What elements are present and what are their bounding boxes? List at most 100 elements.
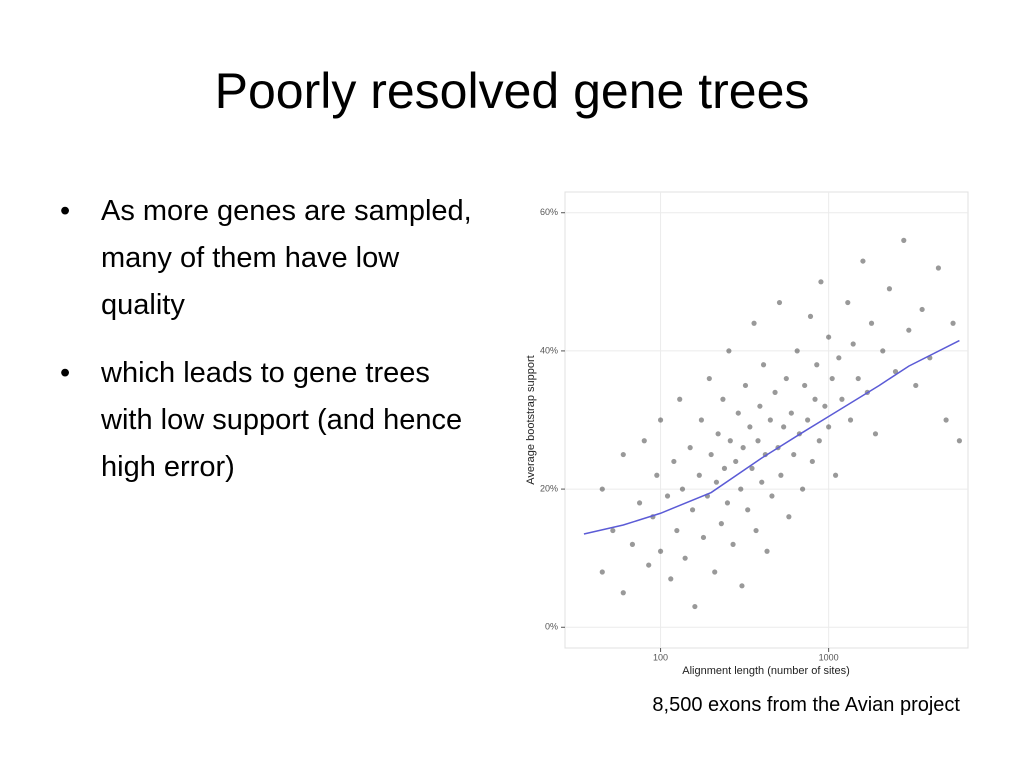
bullet: As more genes are sampled, many of them …: [58, 188, 478, 329]
point: [654, 472, 660, 478]
point: [657, 417, 664, 423]
point: [906, 327, 912, 333]
point: [919, 306, 925, 313]
y-tick-label: 40%: [540, 345, 558, 355]
point: [826, 334, 832, 340]
point: [713, 479, 720, 485]
point: [845, 299, 851, 306]
point: [679, 486, 686, 492]
point: [829, 375, 835, 382]
point: [839, 396, 845, 402]
point: [733, 458, 739, 465]
point: [950, 320, 956, 326]
point: [956, 438, 963, 444]
point: [599, 486, 605, 492]
point: [745, 507, 751, 513]
point: [868, 320, 875, 326]
plot-panel: [564, 191, 969, 649]
point: [724, 500, 731, 506]
point: [657, 548, 664, 554]
point: [807, 313, 814, 319]
trend-line: [583, 339, 960, 535]
point: [764, 548, 770, 554]
point: [721, 465, 728, 471]
point: [620, 451, 626, 458]
point: [799, 486, 806, 492]
point: [855, 375, 861, 382]
point: [739, 583, 745, 589]
point: [687, 445, 693, 451]
point: [735, 410, 741, 416]
point: [718, 521, 724, 527]
point: [692, 603, 698, 610]
point: [689, 507, 696, 513]
point: [778, 472, 784, 478]
point: [832, 472, 839, 478]
caption: 8,500 exons from the Avian project: [652, 694, 960, 716]
point: [641, 438, 647, 444]
point: [791, 451, 797, 458]
point: [901, 237, 907, 243]
point: [826, 424, 832, 430]
point: [730, 541, 736, 547]
point: [700, 534, 707, 541]
point: [671, 458, 677, 465]
point: [715, 431, 721, 437]
point: [727, 438, 733, 444]
point: [776, 299, 783, 306]
point: [781, 424, 787, 430]
bullet: which leads to gene trees with low suppo…: [58, 350, 478, 491]
x-tick-label: 100: [653, 652, 668, 662]
point: [664, 493, 671, 499]
y-tick-label: 20%: [540, 483, 558, 493]
point: [720, 396, 726, 402]
point: [712, 569, 718, 575]
point: [751, 320, 757, 326]
point: [726, 348, 732, 354]
point: [636, 500, 643, 506]
point: [760, 362, 767, 368]
point: [740, 445, 746, 451]
point: [847, 417, 854, 423]
point: [696, 472, 702, 478]
point: [747, 424, 753, 430]
slide-title: Poorly resolved gene trees: [214, 63, 810, 119]
chart: Alignment length (number of sites) Avera…: [525, 191, 969, 677]
point: [769, 493, 775, 499]
point: [886, 286, 893, 292]
point: [742, 382, 749, 389]
point: [674, 527, 680, 534]
point: [620, 590, 626, 596]
point: [809, 458, 815, 465]
point: [682, 555, 688, 561]
point: [850, 341, 856, 347]
point: [794, 348, 800, 354]
point: [860, 258, 866, 264]
point: [822, 403, 828, 409]
point: [646, 562, 652, 568]
point: [805, 417, 811, 423]
point: [913, 382, 919, 389]
y-tick-label: 60%: [540, 207, 558, 217]
point: [935, 265, 942, 271]
x-tick-label: 1000: [819, 652, 839, 662]
point: [872, 431, 879, 437]
point: [755, 438, 761, 444]
point: [816, 438, 822, 444]
point: [610, 527, 616, 534]
point: [812, 396, 818, 402]
point: [772, 389, 778, 395]
point: [818, 279, 824, 285]
point: [698, 417, 705, 423]
point: [767, 417, 773, 423]
point: [783, 375, 789, 382]
point: [880, 348, 886, 354]
y-axis-label: Average bootstrap support: [525, 355, 537, 484]
point: [706, 375, 712, 382]
point: [802, 382, 808, 389]
point: [753, 527, 759, 534]
point: [668, 576, 674, 582]
point: [814, 362, 820, 368]
point: [836, 355, 842, 361]
